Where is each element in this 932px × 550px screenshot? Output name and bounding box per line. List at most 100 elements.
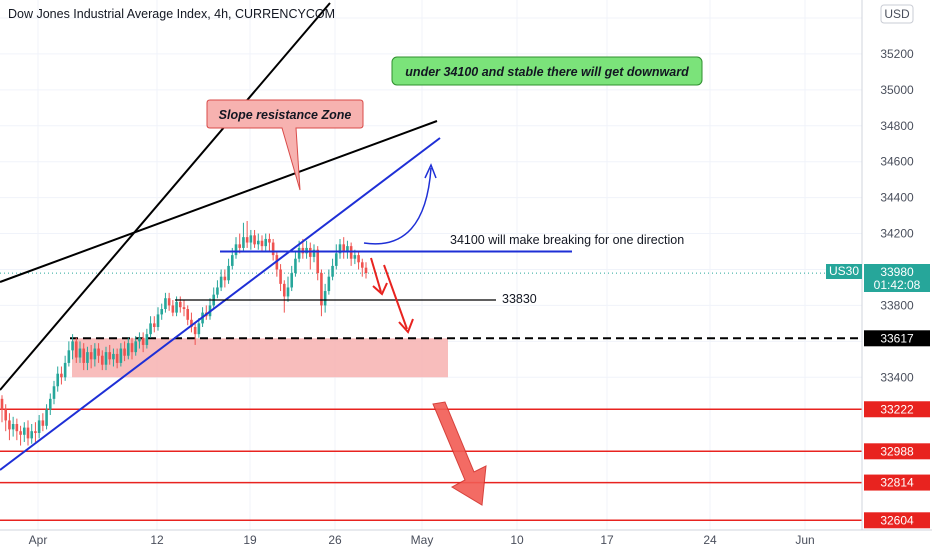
candle-body (4, 409, 8, 421)
candle-body (119, 348, 123, 363)
time-tick-label: Apr (29, 533, 48, 547)
price-axis[interactable]: 33400 33800 34200 34400 34600 34800 35000 35200… (880, 11, 914, 384)
candle-body (323, 291, 327, 306)
candle-body (346, 246, 349, 252)
candle-body (264, 238, 268, 247)
candle-body (238, 244, 242, 248)
candle-body (316, 249, 320, 274)
candle-body (178, 301, 182, 308)
candle-body (108, 352, 112, 360)
green-callout-shape (391, 56, 703, 86)
drawings (0, 2, 572, 506)
upper-channel-line (0, 2, 331, 391)
candle-body (342, 244, 346, 252)
candle-body (268, 238, 271, 243)
red-callout-shape (206, 99, 364, 191)
horizontal-levels: 33617 33222 32988 32814 32604 (0, 272, 930, 529)
blue-curved-arrow (363, 167, 432, 245)
candle-body (160, 309, 164, 315)
candle-body (290, 273, 294, 288)
candle-body (134, 341, 138, 353)
candle-body (245, 237, 249, 243)
candle-body (78, 348, 82, 358)
time-axis[interactable]: Apr 12 19 26 May 10 17 24 Jun (29, 533, 815, 547)
candle-body (256, 240, 260, 245)
candle-body (52, 386, 56, 399)
candle-body (186, 309, 190, 320)
last-price-badge: US30 33980 01:42:08 (826, 264, 930, 292)
candle-body (152, 323, 156, 327)
candle-body (115, 353, 119, 363)
candle-body (327, 276, 331, 292)
candle-body (82, 348, 86, 363)
level-badge-33617 (864, 330, 930, 347)
candle-body (171, 305, 175, 313)
candle-body (297, 247, 301, 259)
level-33830-label: 33830 (502, 292, 537, 306)
candle-body (19, 431, 22, 435)
candle-body (22, 427, 26, 435)
candle-body (271, 242, 275, 256)
level-badge-text-32814: 32814 (880, 476, 914, 490)
candle-body (0, 398, 4, 410)
red-callout-text: Slope resistance Zone (219, 108, 352, 122)
candle-body (37, 420, 41, 433)
red-arrow-long (383, 264, 408, 330)
candle-body (282, 283, 286, 297)
candle-body (197, 323, 201, 335)
candle-body (223, 276, 227, 281)
candle-body (63, 362, 67, 378)
time-tick-label: 10 (510, 533, 524, 547)
candle-body (71, 341, 74, 351)
red-arrow-short (370, 257, 382, 293)
candle-body (175, 301, 178, 313)
candle-body (357, 255, 360, 263)
candle-body (104, 352, 108, 365)
slope-resistance-callout: Slope resistance Zone (206, 99, 364, 191)
candle-body (286, 287, 290, 297)
candle-body (219, 276, 223, 288)
candle-body (8, 420, 11, 430)
price-tick-label: 35200 (880, 47, 914, 61)
candle-body (74, 341, 78, 358)
breakout-note: 34100 will make breaking for one directi… (450, 233, 684, 247)
candle-body (364, 267, 368, 274)
candle-body (145, 334, 149, 345)
candle-body (338, 244, 342, 254)
candle-body (193, 326, 197, 335)
candle-body (67, 350, 71, 363)
symbol-label: US30 (829, 264, 859, 278)
price-value: 33980 (880, 265, 914, 279)
candle-body (164, 298, 167, 310)
price-tick-label: 33400 (880, 370, 914, 384)
level-badge-32604 (864, 512, 930, 529)
candle-body (249, 235, 253, 243)
candle-body (15, 424, 19, 432)
time-tick-label: May (411, 533, 434, 547)
time-tick-label: 26 (328, 533, 342, 547)
candle-body (141, 337, 145, 345)
level-badge-text-32604: 32604 (880, 513, 914, 527)
chart-title: Dow Jones Industrial Average Index, 4h, … (8, 7, 335, 21)
candle-body (30, 431, 34, 439)
level-badge-text-33617: 33617 (880, 331, 914, 345)
candle-body (89, 352, 93, 360)
candle-body (26, 427, 30, 439)
time-tick-label: 12 (150, 533, 164, 547)
candle-body (60, 373, 63, 378)
candle-body (227, 265, 230, 281)
candle-body (216, 287, 219, 295)
currency-button[interactable] (880, 4, 914, 24)
candle-body (312, 249, 316, 257)
candle-body (34, 431, 37, 433)
candle-body (182, 307, 186, 310)
candle-body (156, 314, 160, 327)
candle-body (253, 235, 256, 245)
time-tick-label: 17 (600, 533, 614, 547)
candle-body (234, 244, 238, 256)
candle-body (190, 319, 193, 327)
downward-note-callout: under 34100 and stable there will get do… (391, 56, 703, 86)
candle-body (48, 398, 52, 410)
big-down-arrow (432, 401, 487, 506)
